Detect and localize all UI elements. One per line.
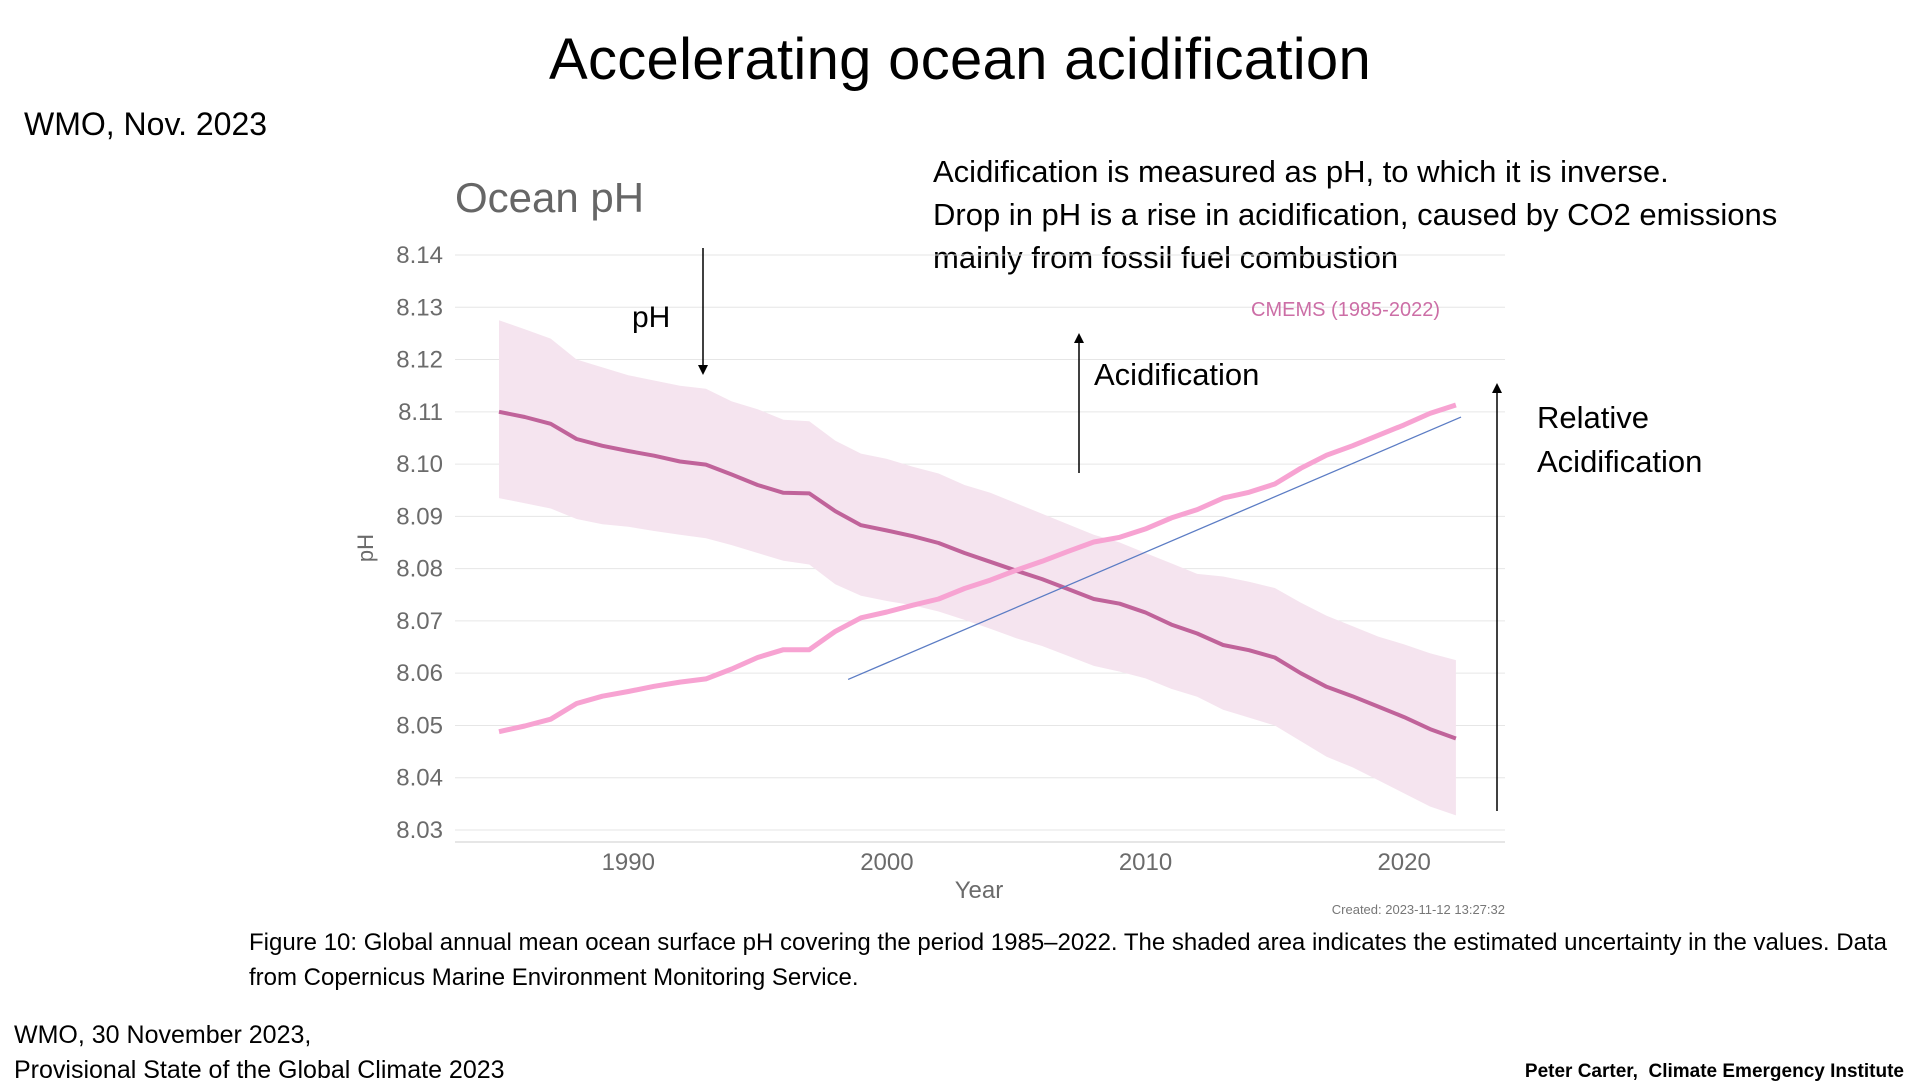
y-tick-label: 8.12: [396, 347, 443, 374]
explanation-line-2: Drop in pH is a rise in acidification, c…: [933, 197, 1778, 232]
trend-line: [847, 416, 1462, 681]
x-axis-ticks: 1990 2000 2010 2020: [602, 849, 1431, 876]
x-axis-label: Year: [955, 877, 1004, 904]
explanation-line-3: mainly from fossil fuel combustion: [933, 240, 1399, 275]
y-tick-label: 8.04: [396, 765, 443, 792]
x-tick-label: 2000: [860, 849, 913, 876]
author-credit: Peter Carter, Climate Emergency Institut…: [1524, 1061, 1904, 1082]
figure-caption: Figure 10: Global annual mean ocean surf…: [249, 929, 1887, 991]
source-line-1: WMO, 30 November 2023,: [14, 1021, 312, 1049]
y-tick-label: 8.05: [396, 712, 443, 739]
y-tick-label: 8.06: [396, 660, 443, 687]
slide-title: Accelerating ocean acidification: [548, 27, 1372, 92]
uncertainty-band: [499, 320, 1456, 816]
y-axis-ticks: 8.03 8.04 8.05 8.06 8.07 8.08 8.09 8.10 8.11 8.12…: [396, 242, 443, 844]
explanation-line-1: Acidification is measured as pH, to whic…: [933, 154, 1669, 189]
ph-annotation: pH: [632, 301, 670, 334]
relative-annotation-line-1: Relative: [1537, 400, 1649, 435]
source-line-2: Provisional State of the Global Climate …: [14, 1056, 505, 1084]
created-timestamp: Created: 2023-11-12 13:27:32: [1332, 902, 1505, 917]
ph-series-line: [498, 409, 1457, 741]
legend-label: CMEMS (1985-2022): [1251, 299, 1440, 321]
acidification-annotation: Acidification: [1094, 357, 1259, 392]
x-tick-label: 2010: [1119, 849, 1172, 876]
y-tick-label: 8.10: [396, 451, 443, 478]
relative-annotation-line-2: Acidification: [1537, 444, 1702, 479]
y-tick-label: 8.13: [396, 294, 443, 321]
wmo-date-label: WMO, Nov. 2023: [24, 106, 268, 142]
chart-title: Ocean pH: [455, 174, 644, 221]
y-tick-label: 8.03: [396, 817, 443, 844]
y-tick-label: 8.11: [398, 399, 443, 426]
y-tick-label: 8.09: [396, 503, 443, 530]
y-axis-label: pH: [353, 534, 378, 562]
y-tick-label: 8.14: [396, 242, 443, 269]
x-tick-label: 2020: [1377, 849, 1430, 876]
y-tick-label: 8.08: [396, 556, 443, 583]
inverted-acidification-line: [498, 402, 1457, 735]
x-tick-label: 1990: [602, 849, 655, 876]
explanation-text: Acidification is measured as pH, to whic…: [933, 150, 1777, 279]
y-tick-label: 8.07: [396, 608, 443, 635]
